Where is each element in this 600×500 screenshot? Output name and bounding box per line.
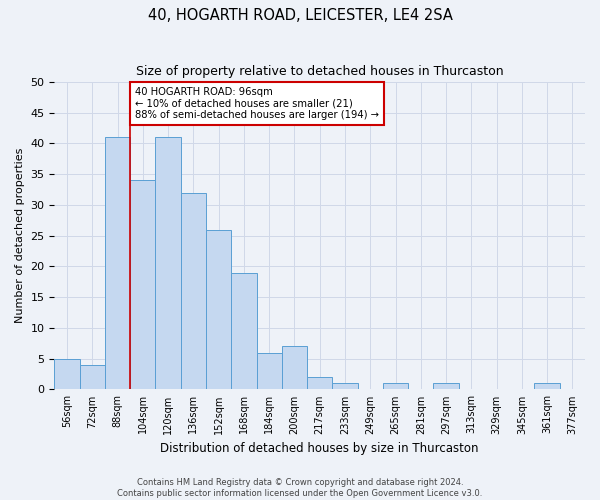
Bar: [206, 230, 231, 390]
Bar: [181, 192, 206, 390]
Title: Size of property relative to detached houses in Thurcaston: Size of property relative to detached ho…: [136, 65, 503, 78]
Bar: [105, 138, 130, 390]
Bar: [130, 180, 155, 390]
Bar: [307, 377, 332, 390]
Text: 40, HOGARTH ROAD, LEICESTER, LE4 2SA: 40, HOGARTH ROAD, LEICESTER, LE4 2SA: [148, 8, 452, 22]
Bar: [282, 346, 307, 390]
Bar: [535, 384, 560, 390]
Text: 40 HOGARTH ROAD: 96sqm
← 10% of detached houses are smaller (21)
88% of semi-det: 40 HOGARTH ROAD: 96sqm ← 10% of detached…: [135, 87, 379, 120]
Bar: [155, 138, 181, 390]
Bar: [383, 384, 408, 390]
Bar: [231, 272, 257, 390]
Bar: [433, 384, 458, 390]
X-axis label: Distribution of detached houses by size in Thurcaston: Distribution of detached houses by size …: [160, 442, 479, 455]
Bar: [80, 365, 105, 390]
Y-axis label: Number of detached properties: Number of detached properties: [15, 148, 25, 324]
Bar: [257, 352, 282, 390]
Bar: [332, 384, 358, 390]
Bar: [55, 358, 80, 390]
Text: Contains HM Land Registry data © Crown copyright and database right 2024.
Contai: Contains HM Land Registry data © Crown c…: [118, 478, 482, 498]
